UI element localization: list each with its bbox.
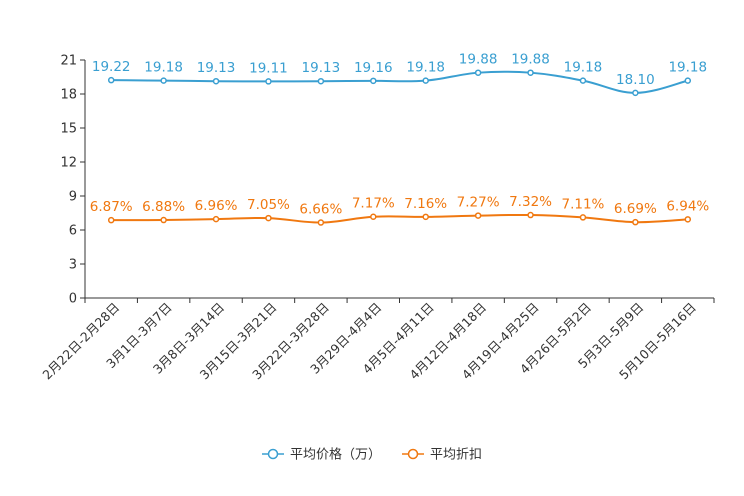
data-label-0: 19.18 (668, 60, 707, 76)
data-label-1: 7.32% (509, 194, 552, 210)
y-tick-label: 6 (69, 224, 77, 239)
data-label-1: 6.66% (299, 202, 342, 218)
data-label-0: 19.18 (144, 60, 183, 76)
series-point-0 (107, 76, 115, 84)
series-point-0 (212, 77, 220, 85)
series-point-0 (317, 77, 325, 85)
y-tick-label: 18 (60, 88, 77, 103)
series-point-1 (527, 211, 534, 219)
data-label-1: 6.88% (142, 199, 185, 215)
series-point-0 (265, 78, 272, 85)
y-tick-label: 0 (69, 292, 77, 307)
series-point-1 (632, 218, 639, 226)
data-label-1: 7.11% (562, 196, 605, 212)
series-line-0 (111, 70, 689, 94)
series-point-1 (579, 214, 587, 221)
data-label-0: 19.22 (92, 59, 131, 75)
y-tick-label: 12 (60, 156, 77, 171)
x-tick-label: 2月22日-2月28日 (39, 300, 122, 383)
data-label-0: 19.13 (197, 60, 236, 76)
y-tick-label: 3 (69, 258, 77, 273)
series-lines (107, 69, 692, 226)
series-point-1 (422, 213, 429, 221)
data-label-1: 7.05% (247, 197, 290, 213)
series-point-0 (527, 69, 534, 76)
series-line-1 (111, 213, 688, 224)
series-point-1 (212, 215, 220, 223)
series-point-0 (422, 77, 429, 84)
axes: 0369121518212月22日-2月28日3月1日-3月7日3月8日-3月1… (39, 54, 715, 383)
series-point-1 (684, 216, 692, 223)
series-point-1 (160, 216, 167, 224)
series-point-0 (160, 77, 167, 84)
series-point-0 (684, 77, 692, 84)
series-point-0 (579, 77, 587, 84)
legend-label: 平均价格（万） (290, 447, 381, 463)
data-label-1: 6.69% (614, 201, 657, 217)
legend-marker-icon (267, 448, 279, 460)
legend-item-1[interactable]: 平均折扣 (402, 448, 482, 463)
series-point-1 (474, 212, 482, 219)
series-point-1 (107, 216, 115, 224)
data-label-0: 19.88 (511, 52, 550, 68)
legend[interactable]: 平均价格（万） 平均折扣 (262, 447, 482, 463)
series-point-0 (370, 77, 377, 85)
data-label-0: 19.18 (564, 60, 603, 76)
y-tick-label: 15 (60, 122, 77, 137)
legend-item-0[interactable]: 平均价格（万） (262, 447, 381, 463)
data-label-0: 19.16 (354, 60, 393, 76)
data-label-1: 7.27% (457, 195, 500, 211)
data-label-1: 7.16% (404, 196, 447, 212)
data-label-1: 7.17% (352, 196, 395, 212)
y-tick-label: 9 (69, 190, 77, 205)
data-label-0: 19.18 (406, 60, 445, 76)
data-label-0: 19.13 (302, 60, 341, 76)
series-point-1 (370, 213, 377, 220)
series-point-0 (632, 89, 639, 97)
data-label-1: 6.87% (90, 199, 133, 215)
y-tick-label: 21 (60, 54, 77, 69)
series-point-1 (265, 214, 272, 222)
data-label-1: 6.96% (195, 198, 238, 214)
data-label-0: 18.10 (616, 72, 655, 88)
data-label-1: 6.94% (666, 198, 709, 214)
data-label-0: 19.11 (249, 60, 288, 76)
legend-label: 平均折扣 (430, 448, 482, 463)
data-label-0: 19.88 (459, 52, 498, 68)
series-point-1 (317, 219, 325, 226)
data-labels: 19.22 19.18 19.13 19.11 19.13 19.16 19.18 19.88… (90, 52, 710, 218)
legend-marker-icon (407, 448, 419, 460)
series-point-0 (474, 69, 482, 76)
